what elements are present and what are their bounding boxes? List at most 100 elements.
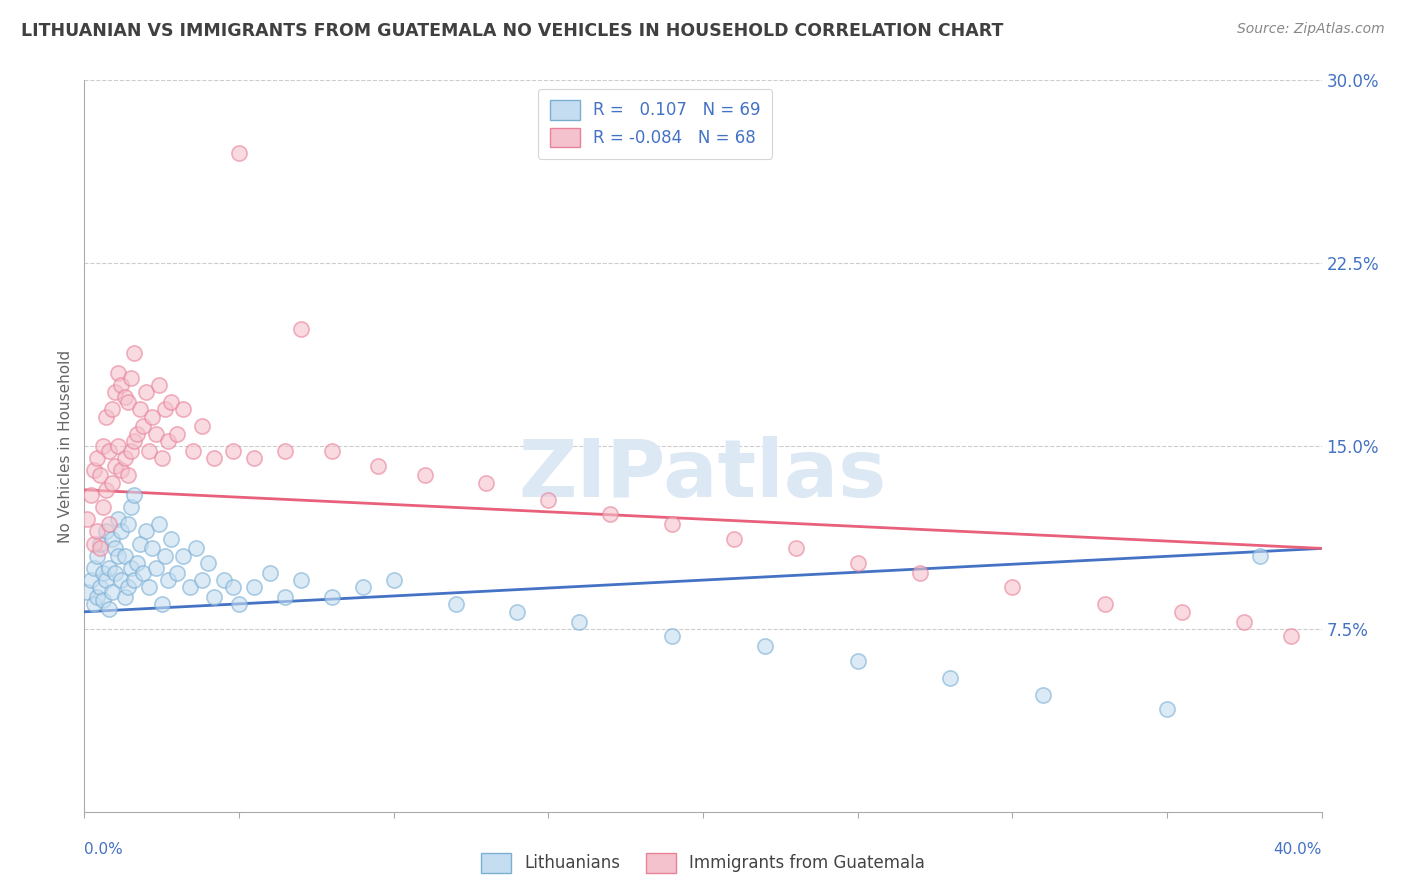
Point — [1032, 688, 1054, 702]
Point — [114, 390, 136, 404]
Point — [153, 402, 176, 417]
Point — [129, 402, 152, 417]
Point — [83, 598, 105, 612]
Point — [104, 566, 127, 580]
Point — [1001, 581, 1024, 595]
Point — [98, 561, 121, 575]
Point — [367, 458, 389, 473]
Point — [98, 443, 121, 458]
Point — [101, 475, 124, 490]
Point — [120, 500, 142, 514]
Point — [599, 508, 621, 522]
Y-axis label: No Vehicles in Household: No Vehicles in Household — [58, 350, 73, 542]
Point — [141, 409, 163, 424]
Point — [125, 556, 148, 570]
Point — [274, 443, 297, 458]
Point — [228, 598, 250, 612]
Point — [138, 581, 160, 595]
Point — [148, 378, 170, 392]
Point — [290, 573, 312, 587]
Point — [475, 475, 498, 490]
Point — [1171, 605, 1194, 619]
Point — [76, 512, 98, 526]
Point — [107, 512, 129, 526]
Point — [104, 541, 127, 556]
Point — [91, 500, 114, 514]
Point — [117, 395, 139, 409]
Point — [939, 671, 962, 685]
Point — [83, 463, 105, 477]
Point — [184, 541, 207, 556]
Point — [1249, 549, 1271, 563]
Point — [91, 592, 114, 607]
Point — [846, 556, 869, 570]
Point — [202, 590, 225, 604]
Text: 40.0%: 40.0% — [1274, 842, 1322, 857]
Point — [846, 654, 869, 668]
Point — [156, 573, 179, 587]
Point — [1156, 702, 1178, 716]
Point — [1094, 598, 1116, 612]
Point — [91, 439, 114, 453]
Point — [132, 419, 155, 434]
Point — [101, 532, 124, 546]
Point — [76, 585, 98, 599]
Point — [228, 146, 250, 161]
Point — [1279, 629, 1302, 643]
Point — [117, 516, 139, 531]
Point — [104, 385, 127, 400]
Point — [114, 590, 136, 604]
Point — [243, 451, 266, 466]
Point — [160, 532, 183, 546]
Point — [222, 443, 245, 458]
Point — [166, 566, 188, 580]
Point — [537, 492, 560, 507]
Point — [89, 581, 111, 595]
Point — [94, 409, 117, 424]
Point — [723, 532, 745, 546]
Point — [148, 516, 170, 531]
Point — [98, 602, 121, 616]
Point — [160, 395, 183, 409]
Point — [135, 385, 157, 400]
Point — [86, 451, 108, 466]
Point — [274, 590, 297, 604]
Point — [83, 561, 105, 575]
Point — [86, 524, 108, 539]
Point — [79, 488, 101, 502]
Point — [104, 458, 127, 473]
Point — [125, 426, 148, 441]
Point — [89, 536, 111, 550]
Point — [191, 573, 214, 587]
Point — [754, 639, 776, 653]
Point — [202, 451, 225, 466]
Legend: R =   0.107   N = 69, R = -0.084   N = 68: R = 0.107 N = 69, R = -0.084 N = 68 — [538, 88, 772, 159]
Point — [110, 573, 132, 587]
Point — [94, 573, 117, 587]
Point — [212, 573, 235, 587]
Point — [120, 370, 142, 384]
Point — [94, 524, 117, 539]
Text: LITHUANIAN VS IMMIGRANTS FROM GUATEMALA NO VEHICLES IN HOUSEHOLD CORRELATION CHA: LITHUANIAN VS IMMIGRANTS FROM GUATEMALA … — [21, 22, 1004, 40]
Point — [98, 516, 121, 531]
Point — [135, 524, 157, 539]
Point — [156, 434, 179, 449]
Point — [94, 483, 117, 497]
Point — [413, 468, 436, 483]
Point — [114, 451, 136, 466]
Point — [568, 615, 591, 629]
Point — [172, 402, 194, 417]
Point — [129, 536, 152, 550]
Point — [150, 598, 173, 612]
Point — [101, 402, 124, 417]
Point — [120, 561, 142, 575]
Point — [181, 443, 204, 458]
Point — [179, 581, 201, 595]
Point — [89, 468, 111, 483]
Point — [145, 426, 167, 441]
Point — [243, 581, 266, 595]
Point — [122, 346, 145, 360]
Point — [91, 566, 114, 580]
Point — [1233, 615, 1256, 629]
Point — [107, 549, 129, 563]
